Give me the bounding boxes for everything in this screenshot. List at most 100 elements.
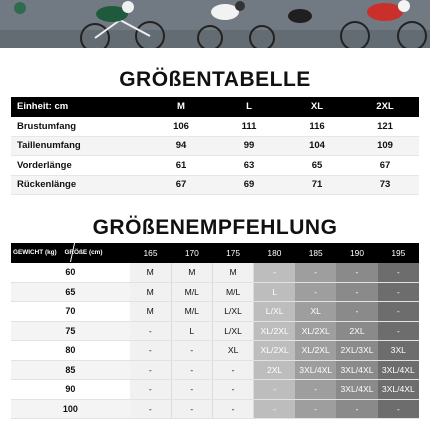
measure-label: Vorderlänge: [11, 155, 147, 176]
table-row: 100- - - - - - -: [11, 399, 419, 419]
hero-photo-cyclists: [0, 0, 430, 48]
height-header: 180: [253, 243, 296, 263]
size-recommendation-cell: -: [129, 340, 172, 361]
table-row: Vorderlänge 61 63 65 67: [11, 155, 419, 176]
size-recommendation-cell: M/L: [212, 282, 255, 302]
recommendation-title: GRÖßENEMPFEHLUNG: [92, 216, 338, 239]
size-recommendation-cell: -: [253, 399, 296, 419]
size-recommendation-cell: -: [295, 262, 337, 283]
size-header: M: [147, 97, 215, 117]
height-header: 170: [171, 243, 213, 263]
table-row: 65 M M/L M/L L - - -: [11, 282, 419, 302]
unit-label: Einheit: cm: [11, 97, 147, 117]
size-recommendation-cell: XL/2XL: [253, 340, 296, 361]
size-recommendation-cell: XL: [295, 301, 337, 322]
table-row: Rückenlänge 67 69 71 73: [11, 175, 419, 195]
measure-value: 65: [283, 155, 351, 176]
size-recommendation-cell: 3XL/4XL: [336, 379, 378, 400]
size-recommendation-cell: 3XL/4XL: [377, 379, 419, 400]
size-recommendation-cell: -: [212, 360, 255, 380]
measure-value: 109: [351, 136, 419, 156]
size-recommendation-cell: M: [129, 301, 172, 322]
size-recommendation-cell: -: [212, 379, 255, 400]
size-recommendation-cell: -: [129, 379, 172, 400]
corner-header: GEWICHT (kg) GRÖßE (cm): [11, 243, 130, 263]
table-row: 70 M M/L L/XL L/XL XL - -: [11, 301, 419, 322]
table-row: 85- - -2XL 3XL/4XL 3XL/4XL 3XL/4XL: [11, 360, 419, 380]
table-row: 75- L L/XL XL/2XL XL/2XL 2XL -: [11, 321, 419, 341]
size-recommendation-cell: L/XL: [212, 301, 255, 322]
size-recommendation-cell: -: [212, 399, 255, 419]
size-chart-title: GRÖßENTABELLE: [119, 68, 311, 91]
height-axis-label: GRÖßE (cm): [64, 249, 103, 257]
cyclists-illustration: [0, 0, 430, 48]
measure-label: Rückenlänge: [11, 175, 147, 195]
size-recommendation-cell: 2XL: [253, 360, 296, 380]
size-recommendation-cell: XL: [212, 340, 255, 361]
table-row: 60 M M M - - - -: [11, 262, 419, 283]
recommendation-table: GEWICHT (kg) GRÖßE (cm) 165 170 175 180 …: [11, 243, 419, 419]
size-recommendation-cell: M: [129, 282, 172, 302]
recommendation-header-row: GEWICHT (kg) GRÖßE (cm) 165 170 175 180 …: [11, 243, 419, 263]
size-recommendation-cell: -: [336, 262, 378, 283]
size-recommendation-cell: L/XL: [253, 301, 296, 322]
weight-label: 80: [11, 340, 130, 361]
size-recommendation-cell: -: [377, 262, 419, 283]
measure-value: 94: [147, 136, 215, 156]
size-recommendation-cell: M: [212, 262, 255, 283]
weight-label: 75: [11, 321, 130, 341]
weight-label: 100: [11, 399, 130, 419]
size-recommendation-cell: -: [377, 399, 419, 419]
size-recommendation-cell: M/L: [171, 301, 213, 322]
size-recommendation-cell: -: [171, 399, 213, 419]
measure-label: Brustumfang: [11, 116, 147, 137]
measure-value: 61: [147, 155, 215, 176]
size-recommendation-cell: -: [171, 360, 213, 380]
size-recommendation-cell: -: [171, 340, 213, 361]
measure-value: 106: [147, 116, 215, 137]
size-header: L: [215, 97, 283, 117]
size-recommendation-cell: -: [295, 399, 337, 419]
height-header: 195: [377, 243, 419, 263]
size-chart-header-row: Einheit: cm M L XL 2XL: [11, 97, 419, 117]
size-header: XL: [283, 97, 351, 117]
height-header: 190: [336, 243, 378, 263]
measure-value: 67: [351, 155, 419, 176]
recommendation-body: 60 M M M - - - -65 M M/L M/L L - - -70 M M/L L/XL L/XL XL - -…: [11, 262, 419, 419]
size-recommendation-cell: M: [171, 262, 213, 283]
size-recommendation-cell: -: [129, 360, 172, 380]
measure-value: 99: [215, 136, 283, 156]
size-recommendation-cell: M/L: [171, 282, 213, 302]
size-recommendation-cell: XL/2XL: [253, 321, 296, 341]
measure-value: 111: [215, 116, 283, 137]
size-recommendation-cell: 3XL/4XL: [336, 360, 378, 380]
table-row: 80- - XL XL/2XL XL/2XL 2XL/3XL 3XL: [11, 340, 419, 361]
weight-label: 70: [11, 301, 130, 322]
size-recommendation-cell: -: [129, 399, 172, 419]
weight-label: 60: [11, 262, 130, 283]
size-recommendation-cell: -: [253, 262, 296, 283]
measure-value: 121: [351, 116, 419, 137]
size-recommendation-cell: -: [295, 379, 337, 400]
size-recommendation-cell: XL/2XL: [295, 340, 337, 361]
measure-value: 104: [283, 136, 351, 156]
measure-value: 71: [283, 175, 351, 195]
size-recommendation-cell: -: [377, 321, 419, 341]
size-recommendation-cell: 2XL: [336, 321, 378, 341]
size-chart-table: Einheit: cm M L XL 2XL Brustumfang 106 1…: [11, 97, 419, 195]
size-recommendation-cell: -: [253, 379, 296, 400]
measure-value: 67: [147, 175, 215, 195]
size-recommendation-cell: -: [336, 301, 378, 322]
size-recommendation-cell: -: [336, 282, 378, 302]
size-recommendation-cell: -: [129, 321, 172, 341]
weight-label: 90: [11, 379, 130, 400]
size-recommendation-cell: L: [253, 282, 296, 302]
measure-value: 63: [215, 155, 283, 176]
size-recommendation-cell: XL/2XL: [295, 321, 337, 341]
weight-label: 85: [11, 360, 130, 380]
size-recommendation-cell: L: [171, 321, 213, 341]
size-recommendation-cell: L/XL: [212, 321, 255, 341]
size-recommendation-cell: 2XL/3XL: [336, 340, 378, 361]
table-row: Taillenumfang 94 99 104 109: [11, 136, 419, 156]
weight-label: 65: [11, 282, 130, 302]
